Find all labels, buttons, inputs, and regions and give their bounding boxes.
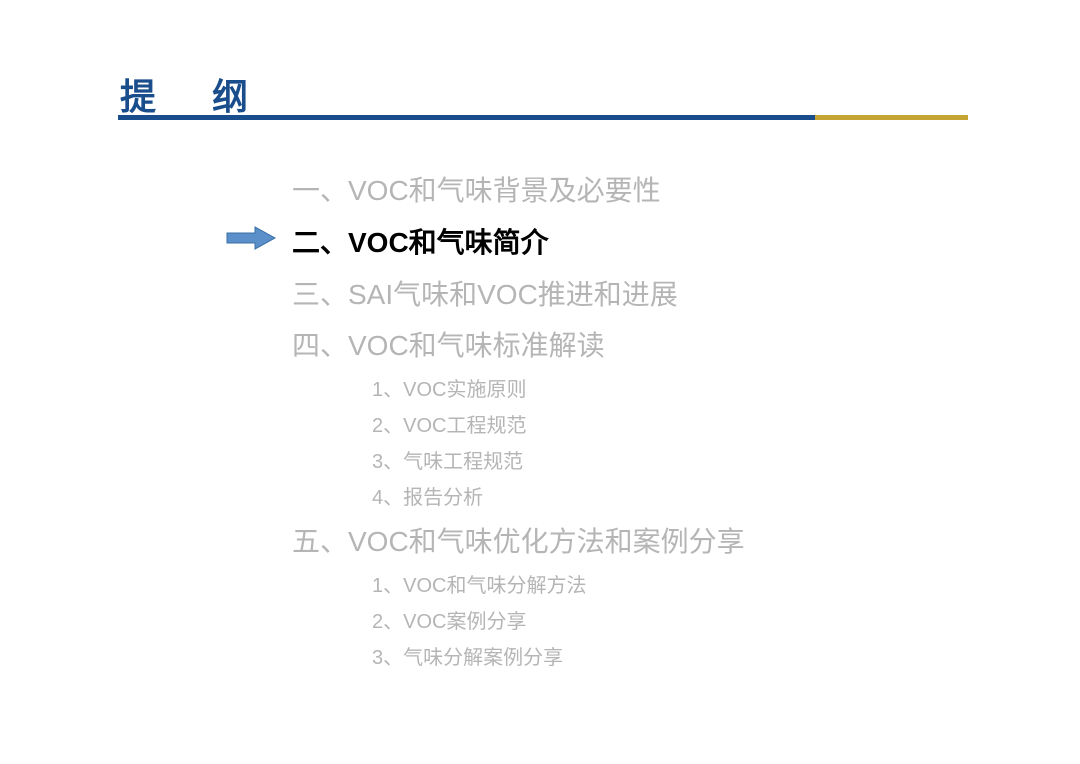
outline-item-3: 三、SAI气味和VOC推进和进展 — [292, 269, 745, 321]
outline-subitem-4-4: 4、报告分析 — [372, 480, 745, 516]
outline-item-4: 四、VOC和气味标准解读 — [292, 320, 745, 372]
slide-title: 提 纲 — [120, 68, 1080, 120]
outline-subitem-5-3: 3、气味分解案例分享 — [372, 640, 745, 676]
outline-subitem-5-1: 1、VOC和气味分解方法 — [372, 568, 745, 604]
outline-item-5: 五、VOC和气味优化方法和案例分享 — [292, 516, 745, 568]
title-underline — [118, 115, 968, 121]
outline-item-2: 二、VOC和气味简介 — [292, 217, 745, 269]
outline-subitem-4-1: 1、VOC实施原则 — [372, 372, 745, 408]
outline-subitem-4-3: 3、气味工程规范 — [372, 444, 745, 480]
outline-item-1: 一、VOC和气味背景及必要性 — [292, 165, 745, 217]
current-section-arrow-icon — [225, 225, 277, 251]
outline-content: 一、VOC和气味背景及必要性 二、VOC和气味简介 三、SAI气味和VOC推进和… — [292, 165, 745, 676]
outline-subitem-5-2: 2、VOC案例分享 — [372, 604, 745, 640]
underline-gold-segment — [815, 115, 968, 120]
underline-blue-segment — [118, 115, 815, 120]
outline-subitem-4-2: 2、VOC工程规范 — [372, 408, 745, 444]
